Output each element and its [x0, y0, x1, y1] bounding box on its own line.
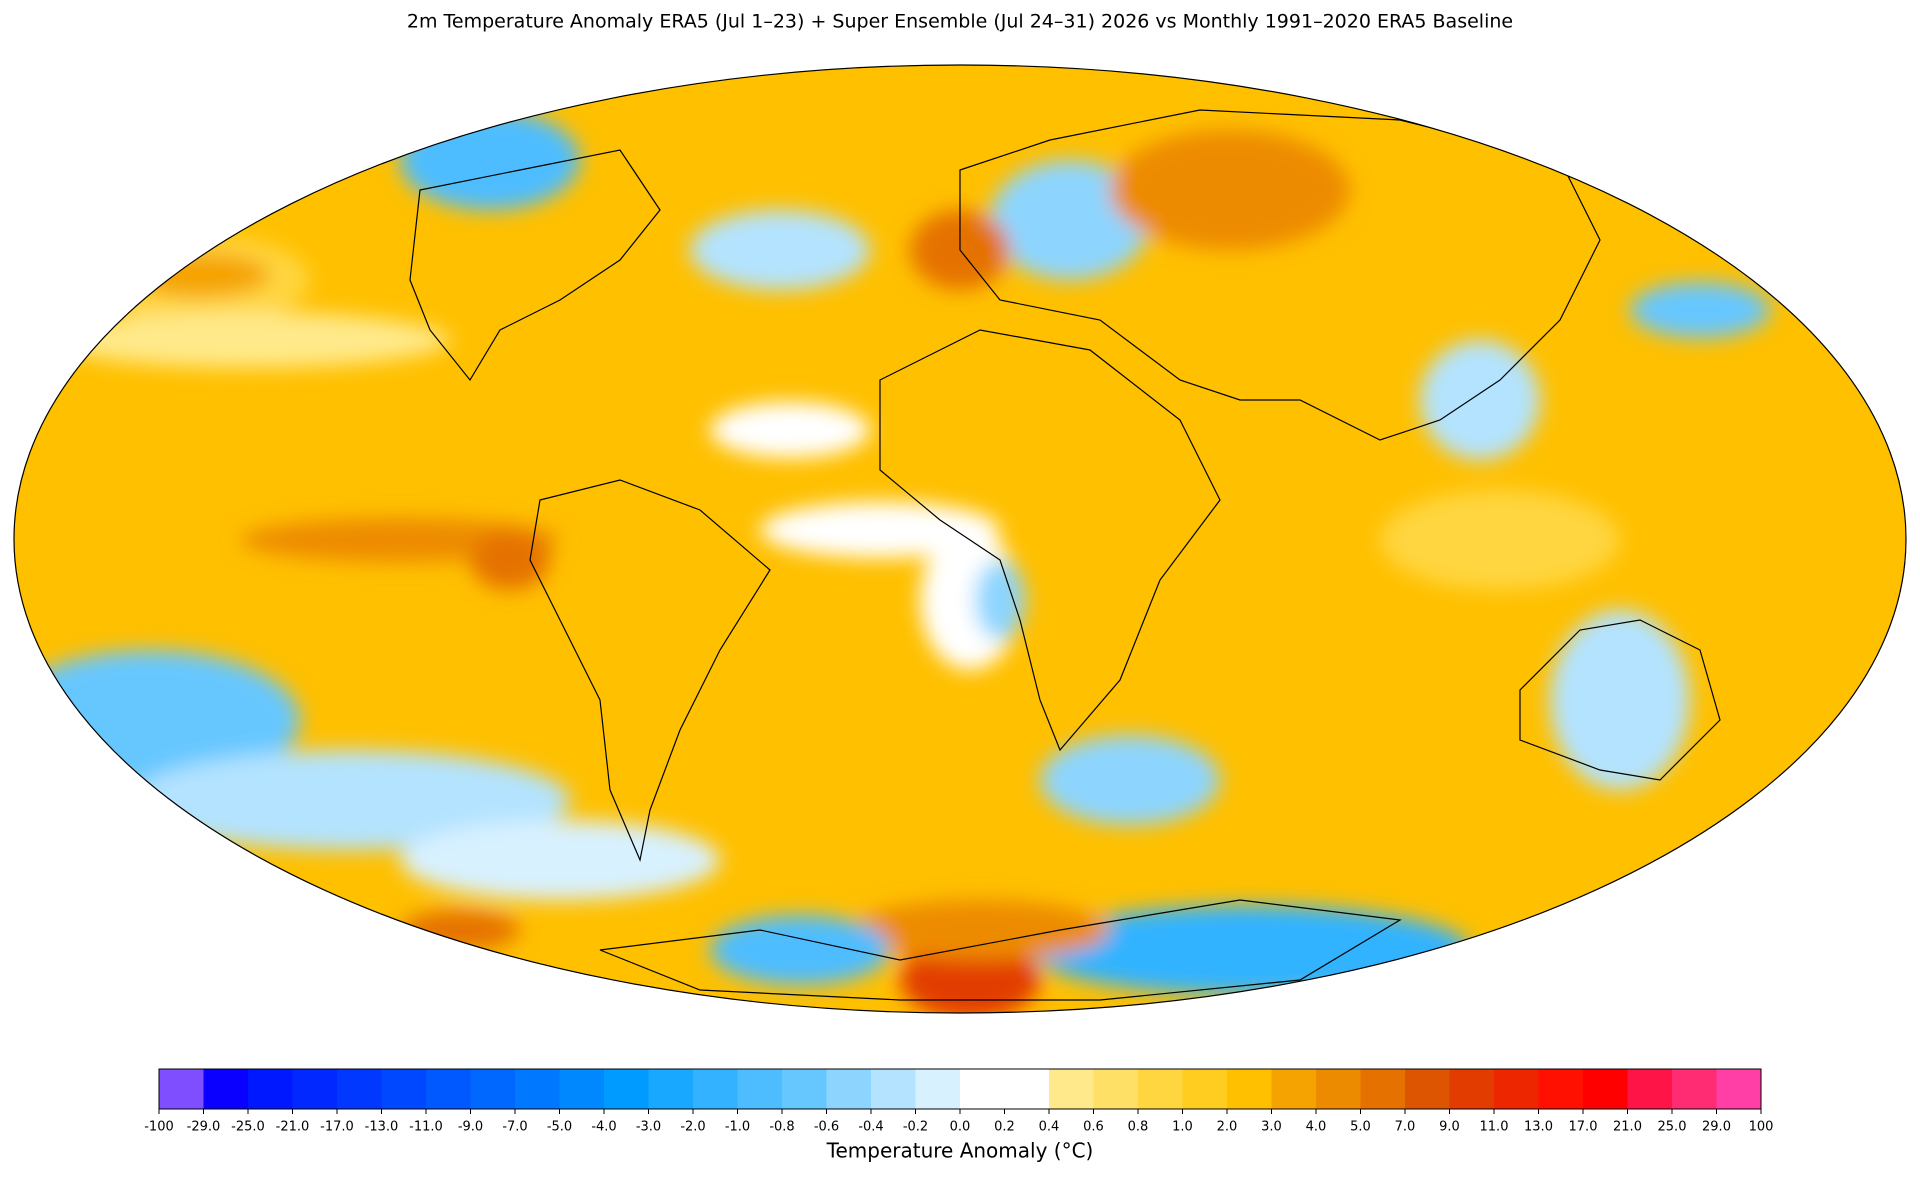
colorbar-bin [1583, 1069, 1628, 1109]
colorbar-tick-label: 2.0 [1217, 1120, 1238, 1135]
colorbar-tick-label: -29.0 [187, 1120, 221, 1135]
colorbar-bin [871, 1069, 916, 1109]
colorbar-bin [337, 1069, 382, 1109]
colorbar-bin [203, 1069, 249, 1109]
map [14, 65, 1906, 1013]
colorbar-bin [248, 1069, 293, 1109]
colorbar-tick-label: -2.0 [680, 1120, 705, 1135]
colorbar-tick-label: 11.0 [1480, 1120, 1509, 1135]
coastlines [409, 109, 1721, 1001]
colorbar-tick-label: -9.0 [458, 1120, 483, 1135]
colorbar-bin [381, 1069, 427, 1109]
colorbar-tick-label: 0.8 [1128, 1120, 1149, 1135]
colorbar-bin [1405, 1069, 1450, 1109]
colorbar-bin [960, 1069, 1005, 1109]
colorbar-tick-label: -17.0 [320, 1120, 354, 1135]
colorbar-tick-label: -21.0 [276, 1120, 310, 1135]
colorbar-bin [1227, 1069, 1272, 1109]
colorbar-tick-label: 5.0 [1350, 1120, 1371, 1135]
colorbar-bin [1049, 1069, 1094, 1109]
colorbar-tick-label: 13.0 [1524, 1120, 1553, 1135]
map-border [13, 64, 1907, 1014]
colorbar-tick-label: 21.0 [1613, 1120, 1642, 1135]
colorbar-bin [426, 1069, 471, 1109]
colorbar-tick-label: -4.0 [591, 1120, 616, 1135]
colorbar-bin [1627, 1069, 1673, 1109]
colorbar-bin [604, 1069, 649, 1109]
colorbar-tick-label: 0.4 [1039, 1120, 1060, 1135]
colorbar: -100 -29.0 -25.0 -21.0 -17.0 -13.0 -11.0 -9.0 -7… [144, 1068, 1774, 1135]
colorbar-tick-label: -13.0 [365, 1120, 399, 1135]
colorbar-tick-label: -3.0 [636, 1120, 661, 1135]
colorbar-bin [1093, 1069, 1139, 1109]
colorbar-tick-label: -25.0 [231, 1120, 265, 1135]
colorbar-tick-label: 1.0 [1172, 1120, 1193, 1135]
colorbar-bin [826, 1069, 872, 1109]
colorbar-bin [1271, 1069, 1317, 1109]
colorbar-bin [1494, 1069, 1539, 1109]
colorbar-bin [782, 1069, 827, 1109]
colorbar-bin [1316, 1069, 1361, 1109]
colorbar-tick-label: -0.6 [814, 1120, 839, 1135]
colorbar-tick-label: -11.0 [409, 1120, 443, 1135]
title: 2m Temperature Anomaly ERA5 (Jul 1–23) +… [407, 11, 1513, 33]
colorbar-bin [737, 1069, 783, 1109]
colorbar-label: Temperature Anomaly (°C) [826, 1139, 1094, 1163]
colorbar-tick-label: 25.0 [1658, 1120, 1687, 1135]
colorbar-bin [559, 1069, 605, 1109]
colorbar-tick-label: 3.0 [1261, 1120, 1282, 1135]
colorbar-bin [1360, 1069, 1406, 1109]
colorbar-tick-label: 7.0 [1395, 1120, 1416, 1135]
colorbar-bin [1004, 1069, 1050, 1109]
colorbar-bin [693, 1069, 738, 1109]
colorbar-bin [1716, 1069, 1762, 1109]
colorbar-tick-label: 4.0 [1306, 1120, 1327, 1135]
colorbar-tick-label: -0.4 [858, 1120, 883, 1135]
colorbar-bin [915, 1069, 961, 1109]
colorbar-tick-label: 17.0 [1569, 1120, 1598, 1135]
colorbar-bin [1672, 1069, 1717, 1109]
colorbar-tick-label: -5.0 [547, 1120, 572, 1135]
colorbar-tick-label: 100 [1749, 1120, 1774, 1135]
colorbar-tick-label: -100 [144, 1120, 174, 1135]
colorbar-tick-label: -1.0 [725, 1120, 750, 1135]
colorbar-tick-label: -7.0 [502, 1120, 527, 1135]
colorbar-bin [159, 1069, 204, 1109]
colorbar-bin [1138, 1069, 1183, 1109]
colorbar-tick-label: 0.2 [994, 1120, 1015, 1135]
colorbar-bin [515, 1069, 560, 1109]
colorbar-tick-label: 29.0 [1702, 1120, 1731, 1135]
colorbar-tick-label: -0.8 [769, 1120, 794, 1135]
colorbar-tick-label: 0.0 [950, 1120, 971, 1135]
colorbar-bin [292, 1069, 338, 1109]
colorbar-bin [648, 1069, 694, 1109]
colorbar-bin [1538, 1069, 1584, 1109]
colorbar-tick-label: -0.2 [903, 1120, 928, 1135]
colorbar-bin [1182, 1069, 1228, 1109]
colorbar-tick-label: 0.6 [1083, 1120, 1104, 1135]
colorbar-tick-label: 9.0 [1439, 1120, 1460, 1135]
colorbar-bin [470, 1069, 516, 1109]
colorbar-bin [1449, 1069, 1495, 1109]
